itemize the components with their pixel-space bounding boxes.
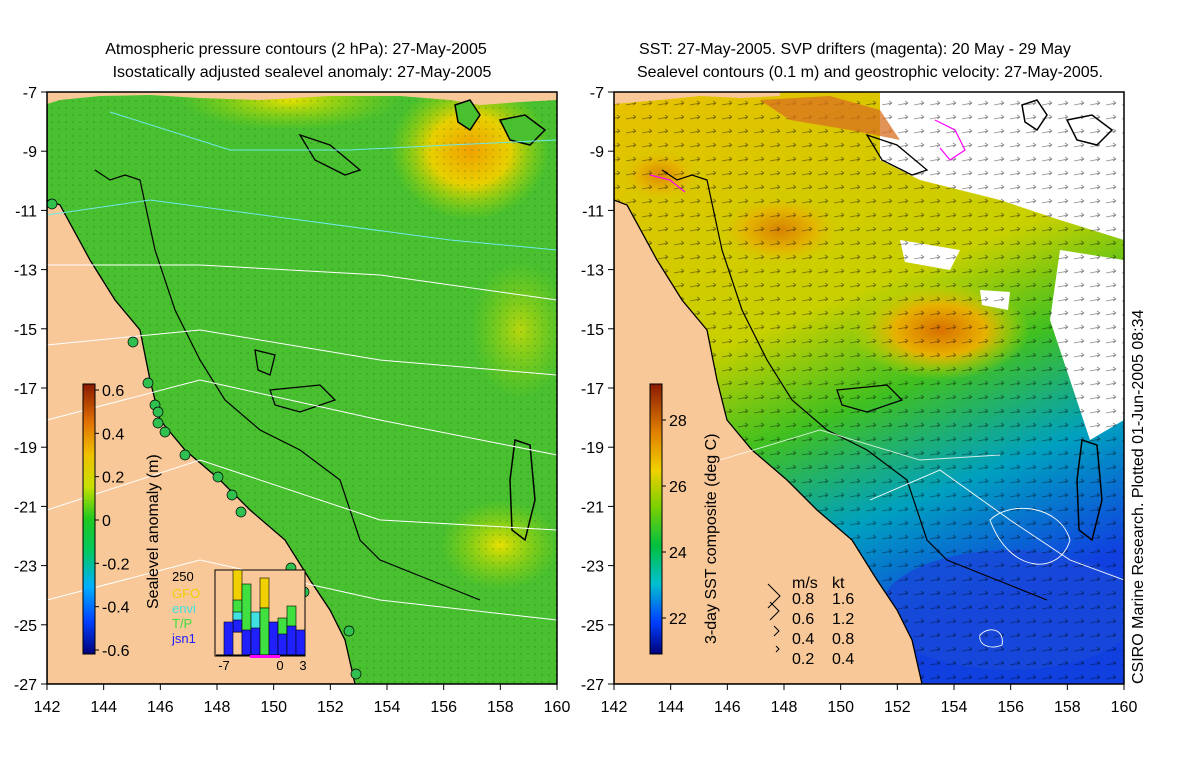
- right-ytick-label: -21: [581, 499, 604, 516]
- left-ytick-label: -25: [14, 618, 37, 635]
- left-colorbar-tick-label: 0.2: [102, 470, 124, 487]
- right-ytick-label: -11: [582, 203, 604, 220]
- left-title-line1: Atmospheric pressure contours (2 hPa): 2…: [105, 41, 487, 58]
- inset-count-label: 250: [172, 569, 194, 584]
- left-colorbar-tick-label: 0.6: [102, 383, 124, 400]
- left-ytick-label: -11: [15, 203, 37, 220]
- left-xtick-label: 148: [204, 699, 231, 716]
- velocity-legend-kt: 0.8: [832, 631, 854, 648]
- right-ytick-label: -23: [581, 559, 604, 576]
- right-xtick-label: 144: [657, 699, 684, 716]
- left-colorbar-label: Sealevel anomaly (m): [145, 454, 162, 609]
- velocity-legend-ms: 0.4: [792, 631, 814, 648]
- velocity-legend-kt: 1.2: [832, 611, 854, 628]
- right-ytick-label: -9: [590, 144, 604, 161]
- left-inset-histogram: [214, 569, 306, 658]
- right-xtick-label: 160: [1111, 699, 1138, 716]
- right-colorbar-tick-label: 28: [669, 413, 687, 430]
- left-colorbar-tick-label: -0.6: [102, 643, 130, 660]
- left-ytick-label: -7: [23, 85, 37, 102]
- left-colorbar-tick-label: 0.4: [102, 426, 124, 443]
- right-title-line2: Sealevel contours (0.1 m) and geostrophi…: [637, 64, 1103, 81]
- left-ytick-label: -13: [14, 263, 37, 280]
- inset-legend-item: jsn1: [171, 631, 196, 646]
- left-map-panel: [47, 92, 557, 684]
- right-colorbar-ticks: 28 26 24 22: [662, 413, 687, 628]
- credit-label: CSIRO Marine Research. Plotted 01-Jun-20…: [1130, 309, 1147, 684]
- left-title-line2: Isostatically adjusted sealevel anomaly:…: [113, 64, 492, 81]
- right-colorbar-tick-label: 24: [669, 545, 687, 562]
- left-axes: 142 144 146 148 150 152 154 156 158 160 -7 -9 -11 -13…: [14, 85, 571, 716]
- right-ytick-label: -27: [581, 677, 604, 694]
- right-map-panel: [614, 92, 1124, 684]
- right-ytick-label: -25: [581, 618, 604, 635]
- left-colorbar-tick-label: -0.4: [102, 600, 130, 617]
- right-xtick-label: 146: [714, 699, 741, 716]
- left-colorbar-tick-label: -0.2: [102, 556, 130, 573]
- left-xtick-label: 158: [487, 699, 514, 716]
- velocity-legend-kt: 0.4: [832, 651, 854, 668]
- left-ytick-label: -15: [14, 322, 37, 339]
- velocity-legend-kt-header: kt: [832, 575, 845, 592]
- left-ytick-label: -27: [14, 677, 37, 694]
- right-xtick-label: 152: [884, 699, 911, 716]
- inset-xtick-label: 3: [299, 658, 306, 673]
- left-ytick-label: -21: [14, 499, 37, 516]
- right-colorbar-tick-label: 26: [669, 479, 687, 496]
- velocity-legend-ms: 0.8: [792, 591, 814, 608]
- right-xtick-label: 150: [827, 699, 854, 716]
- right-title-line1: SST: 27-May-2005. SVP drifters (magenta)…: [639, 41, 1071, 58]
- inset-legend-item: T/P: [172, 616, 192, 631]
- left-colorbar-ticks: 0.6 0.4 0.2 0 -0.2 -0.4 -0.6: [95, 383, 130, 660]
- right-xtick-label: 158: [1054, 699, 1081, 716]
- left-ytick-label: -9: [23, 144, 37, 161]
- velocity-legend-ms-header: m/s: [792, 575, 818, 592]
- inset-legend-item: GFO: [172, 586, 200, 601]
- left-xtick-label: 156: [430, 699, 457, 716]
- inset-xticks: -7 0 3: [218, 658, 306, 673]
- inset-xtick-label: -7: [218, 658, 230, 673]
- right-colorbar-label: 3-day SST composite (deg C): [703, 434, 720, 644]
- right-ytick-label: -17: [581, 381, 604, 398]
- inset-legend-item: envi: [172, 601, 196, 616]
- left-ytick-label: -19: [14, 440, 37, 457]
- left-xtick-label: 146: [147, 699, 174, 716]
- right-ytick-label: -15: [581, 322, 604, 339]
- right-xtick-label: 142: [601, 699, 628, 716]
- inset-xtick-label: 0: [276, 658, 283, 673]
- velocity-legend-ms: 0.2: [792, 651, 814, 668]
- velocity-legend-ms: 0.6: [792, 611, 814, 628]
- left-colorbar-tick-label: 0: [102, 513, 111, 530]
- left-xtick-label: 142: [34, 699, 61, 716]
- right-ytick-label: -13: [581, 263, 604, 280]
- left-xtick-label: 150: [260, 699, 287, 716]
- right-ytick-label: -7: [590, 85, 604, 102]
- right-colorbar-tick-label: 22: [669, 611, 687, 628]
- right-xtick-label: 148: [771, 699, 798, 716]
- right-ytick-label: -19: [581, 440, 604, 457]
- velocity-legend-kt: 1.6: [832, 591, 854, 608]
- left-xtick-label: 152: [317, 699, 344, 716]
- left-xtick-label: 144: [90, 699, 117, 716]
- right-xtick-label: 156: [997, 699, 1024, 716]
- right-axes: 142 144 146 148 150 152 154 156 158 160 -7 -9 -11 -13…: [581, 85, 1138, 716]
- left-xtick-label: 154: [374, 699, 401, 716]
- left-ytick-label: -17: [14, 381, 37, 398]
- velocity-legend: m/s kt 0.8 1.6 0.6 1.2 0.4 0.8 0.2 0.4: [767, 575, 854, 668]
- left-ytick-label: -23: [14, 559, 37, 576]
- left-xtick-label: 160: [544, 699, 571, 716]
- right-xtick-label: 154: [941, 699, 968, 716]
